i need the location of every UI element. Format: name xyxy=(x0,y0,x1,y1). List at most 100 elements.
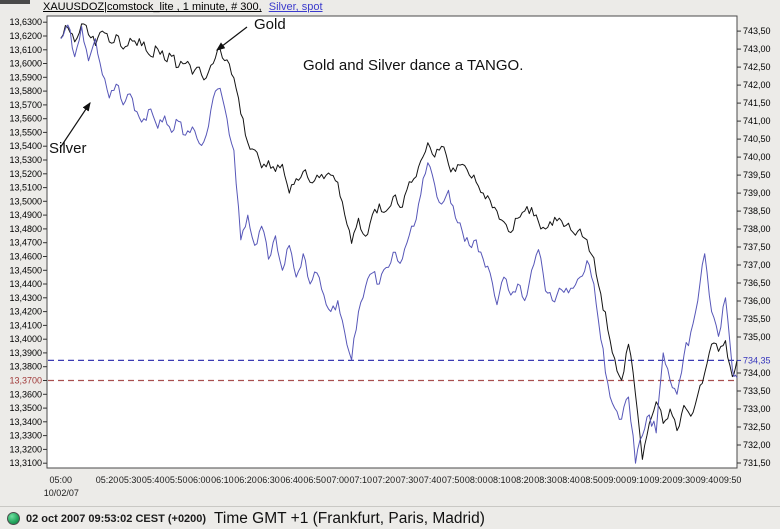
chart-title: XAUUSDOZ|comstock_lite , 1 minute, # 300… xyxy=(43,1,323,13)
silver-series-label: Silver xyxy=(49,140,87,157)
svg-text:06:20: 06:20 xyxy=(234,475,257,485)
svg-text:735,50: 735,50 xyxy=(743,314,771,324)
svg-text:738,00: 738,00 xyxy=(743,224,771,234)
svg-text:13,5300: 13,5300 xyxy=(9,155,42,165)
svg-text:737,50: 737,50 xyxy=(743,242,771,252)
svg-text:07:20: 07:20 xyxy=(373,475,396,485)
gold-series-label: Gold xyxy=(254,16,286,33)
svg-text:09:00: 09:00 xyxy=(603,475,626,485)
screen-edge-artifact xyxy=(0,0,30,4)
svg-text:13,5900: 13,5900 xyxy=(9,72,42,82)
svg-text:13,3500: 13,3500 xyxy=(9,403,42,413)
status-timestamp: 02 oct 2007 09:53:02 CEST (+0200) xyxy=(26,513,207,525)
svg-text:13,6100: 13,6100 xyxy=(9,45,42,55)
svg-text:06:30: 06:30 xyxy=(257,475,280,485)
svg-text:08:50: 08:50 xyxy=(580,475,603,485)
svg-text:08:20: 08:20 xyxy=(511,475,534,485)
left-axis: 13,3100 13,3200 13,3300 13,3400 13,3500 13,36… xyxy=(9,17,47,468)
svg-text:737,00: 737,00 xyxy=(743,260,771,270)
chart-title-instrument: XAUUSDOZ|comstock_lite , 1 minute, # 300… xyxy=(43,1,262,13)
timezone-label: Time GMT +1 (Frankfurt, Paris, Madrid) xyxy=(214,510,485,527)
svg-text:733,00: 733,00 xyxy=(743,404,771,414)
svg-text:13,5100: 13,5100 xyxy=(9,183,42,193)
date-label: 10/02/07 xyxy=(44,488,79,498)
tango-annotation: Gold and Silver dance a TANGO. xyxy=(303,57,524,74)
current-price-label: 734,35 xyxy=(743,355,771,365)
svg-text:740,50: 740,50 xyxy=(743,134,771,144)
svg-text:741,00: 741,00 xyxy=(743,116,771,126)
svg-text:09:10: 09:10 xyxy=(627,475,650,485)
svg-text:05:50: 05:50 xyxy=(165,475,188,485)
svg-text:13,4700: 13,4700 xyxy=(9,238,42,248)
svg-text:13,3300: 13,3300 xyxy=(9,431,42,441)
svg-text:13,4000: 13,4000 xyxy=(9,334,42,344)
svg-text:13,4900: 13,4900 xyxy=(9,210,42,220)
svg-text:13,4300: 13,4300 xyxy=(9,293,42,303)
svg-text:732,50: 732,50 xyxy=(743,422,771,432)
svg-text:07:50: 07:50 xyxy=(442,475,465,485)
svg-text:734,00: 734,00 xyxy=(743,368,771,378)
svg-text:05:20: 05:20 xyxy=(96,475,119,485)
right-axis: 731,50 732,00 732,50 733,00 733,50 734,00 735,… xyxy=(737,26,771,468)
svg-text:13,3800: 13,3800 xyxy=(9,362,42,372)
svg-text:07:10: 07:10 xyxy=(350,475,373,485)
svg-text:13,6000: 13,6000 xyxy=(9,59,42,69)
svg-text:733,50: 733,50 xyxy=(743,386,771,396)
svg-text:13,4800: 13,4800 xyxy=(9,224,42,234)
svg-text:736,00: 736,00 xyxy=(743,296,771,306)
chart-title-overlay[interactable]: Silver, spot xyxy=(268,1,323,13)
svg-text:13,5000: 13,5000 xyxy=(9,196,42,206)
svg-text:743,50: 743,50 xyxy=(743,26,771,36)
svg-text:742,50: 742,50 xyxy=(743,62,771,72)
svg-text:06:40: 06:40 xyxy=(280,475,303,485)
svg-text:05:30: 05:30 xyxy=(119,475,142,485)
svg-text:13,4200: 13,4200 xyxy=(9,307,42,317)
svg-text:739,00: 739,00 xyxy=(743,188,771,198)
svg-text:736,50: 736,50 xyxy=(743,278,771,288)
svg-text:06:10: 06:10 xyxy=(211,475,234,485)
svg-text:13,3400: 13,3400 xyxy=(9,417,42,427)
silver-annotation-arrow xyxy=(59,102,91,149)
silver-price-line xyxy=(60,24,738,464)
svg-text:13,3100: 13,3100 xyxy=(9,458,42,468)
svg-text:735,00: 735,00 xyxy=(743,332,771,342)
gold-annotation-arrow xyxy=(216,26,248,51)
svg-text:13,5400: 13,5400 xyxy=(9,141,42,151)
svg-text:732,00: 732,00 xyxy=(743,440,771,450)
svg-text:13,4500: 13,4500 xyxy=(9,265,42,275)
svg-text:08:40: 08:40 xyxy=(557,475,580,485)
svg-text:13,5500: 13,5500 xyxy=(9,127,42,137)
svg-text:13,3200: 13,3200 xyxy=(9,444,42,454)
svg-text:06:50: 06:50 xyxy=(303,475,326,485)
svg-text:738,50: 738,50 xyxy=(743,206,771,216)
gold-price-line xyxy=(60,23,738,460)
svg-text:13,5200: 13,5200 xyxy=(9,169,42,179)
svg-text:06:00: 06:00 xyxy=(188,475,211,485)
svg-text:05:40: 05:40 xyxy=(142,475,165,485)
svg-text:09:20: 09:20 xyxy=(650,475,673,485)
svg-text:741,50: 741,50 xyxy=(743,98,771,108)
svg-text:740,00: 740,00 xyxy=(743,152,771,162)
svg-text:13,5800: 13,5800 xyxy=(9,86,42,96)
svg-text:08:30: 08:30 xyxy=(534,475,557,485)
svg-text:13,5600: 13,5600 xyxy=(9,114,42,124)
svg-text:13,3900: 13,3900 xyxy=(9,348,42,358)
svg-text:13,4600: 13,4600 xyxy=(9,252,42,262)
svg-text:08:10: 08:10 xyxy=(488,475,511,485)
svg-text:739,50: 739,50 xyxy=(743,170,771,180)
svg-text:09:50: 09:50 xyxy=(719,475,742,485)
plot-area[interactable] xyxy=(46,15,738,469)
status-bar: 02 oct 2007 09:53:02 CEST (+0200) Time G… xyxy=(0,506,780,529)
svg-text:07:00: 07:00 xyxy=(327,475,350,485)
price-chart[interactable]: 13,3100 13,3200 13,3300 13,3400 13,3500 13,36… xyxy=(0,0,780,505)
svg-text:743,00: 743,00 xyxy=(743,44,771,54)
svg-text:731,50: 731,50 xyxy=(743,458,771,468)
svg-text:13,6300: 13,6300 xyxy=(9,17,42,27)
svg-text:13,4400: 13,4400 xyxy=(9,279,42,289)
x-axis: 05:00 05:20 05:30 05:40 05:50 06:00 06:10 06:20… xyxy=(44,475,742,498)
svg-text:13,3600: 13,3600 xyxy=(9,389,42,399)
svg-text:13,6200: 13,6200 xyxy=(9,31,42,41)
svg-text:09:40: 09:40 xyxy=(696,475,719,485)
svg-text:07:40: 07:40 xyxy=(419,475,442,485)
